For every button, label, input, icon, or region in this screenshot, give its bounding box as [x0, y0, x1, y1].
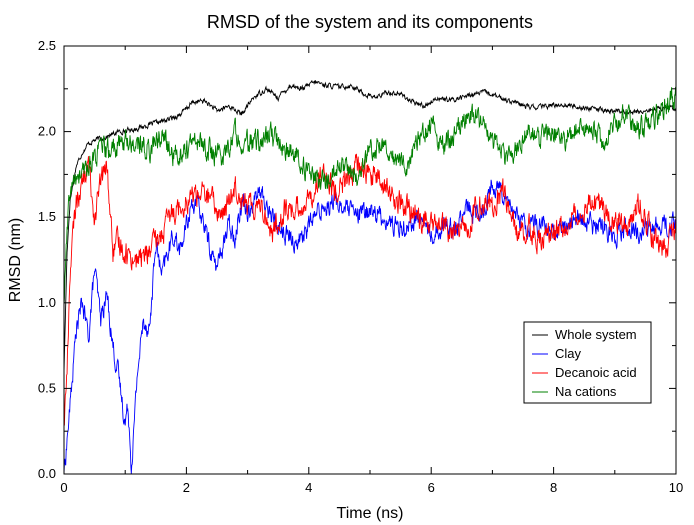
y-tick-label: 2.5: [38, 38, 56, 53]
legend: Whole system Clay Decanoic acid Na cations: [523, 321, 652, 404]
series-line-whole-system: [63, 80, 677, 373]
y-tick-label: 1.5: [38, 209, 56, 224]
x-tick-label: 10: [669, 480, 683, 495]
plot-area: [63, 80, 677, 475]
chart-title: RMSD of the system and its components: [207, 12, 533, 32]
x-tick-label: 8: [550, 480, 557, 495]
axes: 0 2 4 6 8 10 0.0 0.5 1.0 1.5 2.0 2.5: [38, 38, 683, 495]
x-tick-label: 0: [60, 480, 67, 495]
x-tick-label: 2: [183, 480, 190, 495]
series-line-clay: [63, 179, 677, 475]
series-line-decanoic-acid: [63, 153, 677, 427]
y-tick-label: 1.0: [38, 295, 56, 310]
y-tick-label: 0.0: [38, 466, 56, 481]
y-tick-label: 0.5: [38, 380, 56, 395]
legend-label: Na cations: [555, 384, 617, 399]
y-axis-label: RMSD (nm): [7, 218, 24, 302]
legend-label: Whole system: [555, 327, 637, 342]
series-line-na-cations: [63, 86, 677, 306]
legend-label: Clay: [555, 346, 582, 361]
y-tick-label: 2.0: [38, 124, 56, 139]
x-axis-label: Time (ns): [337, 505, 404, 522]
x-tick-label: 4: [305, 480, 312, 495]
x-tick-label: 6: [428, 480, 435, 495]
legend-label: Decanoic acid: [555, 365, 637, 380]
